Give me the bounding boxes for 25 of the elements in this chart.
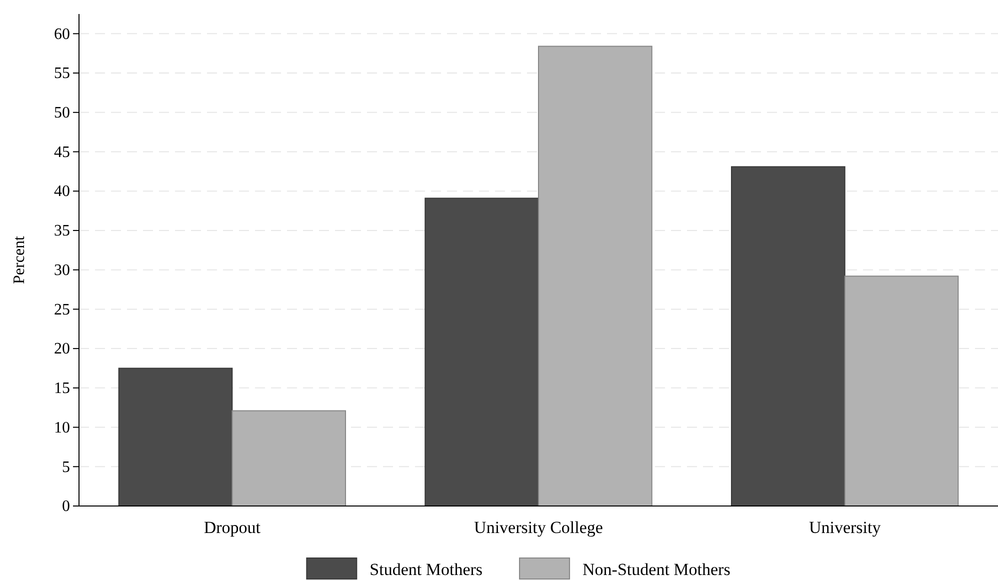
bar (232, 410, 346, 506)
x-tick-label: University (808, 518, 882, 537)
y-tick-label: 40 (54, 183, 70, 200)
y-tick-label: 60 (54, 26, 70, 43)
y-tick-label: 0 (62, 498, 70, 516)
x-tick-label: University College (474, 518, 603, 537)
legend-label: Non-Student Mothers (582, 560, 730, 579)
bar (844, 276, 959, 506)
y-tick-label: 5 (62, 458, 70, 476)
bar (730, 166, 846, 506)
bar (424, 198, 539, 506)
y-tick-label: 55 (54, 65, 70, 82)
y-tick-label: 30 (54, 262, 70, 279)
y-tick-label: 25 (54, 301, 70, 318)
y-tick-label: 15 (54, 380, 70, 398)
bar (538, 46, 652, 506)
y-axis-title: Percent (11, 235, 28, 284)
y-tick-label: 50 (54, 104, 70, 122)
bar (118, 368, 233, 506)
y-tick-label: 20 (54, 340, 70, 358)
y-tick-label: 45 (54, 144, 70, 161)
x-tick-label: Dropout (204, 518, 261, 537)
legend-label: Student Mothers (370, 560, 483, 579)
y-tick-label: 10 (54, 419, 70, 436)
y-tick-label: 35 (54, 222, 70, 240)
